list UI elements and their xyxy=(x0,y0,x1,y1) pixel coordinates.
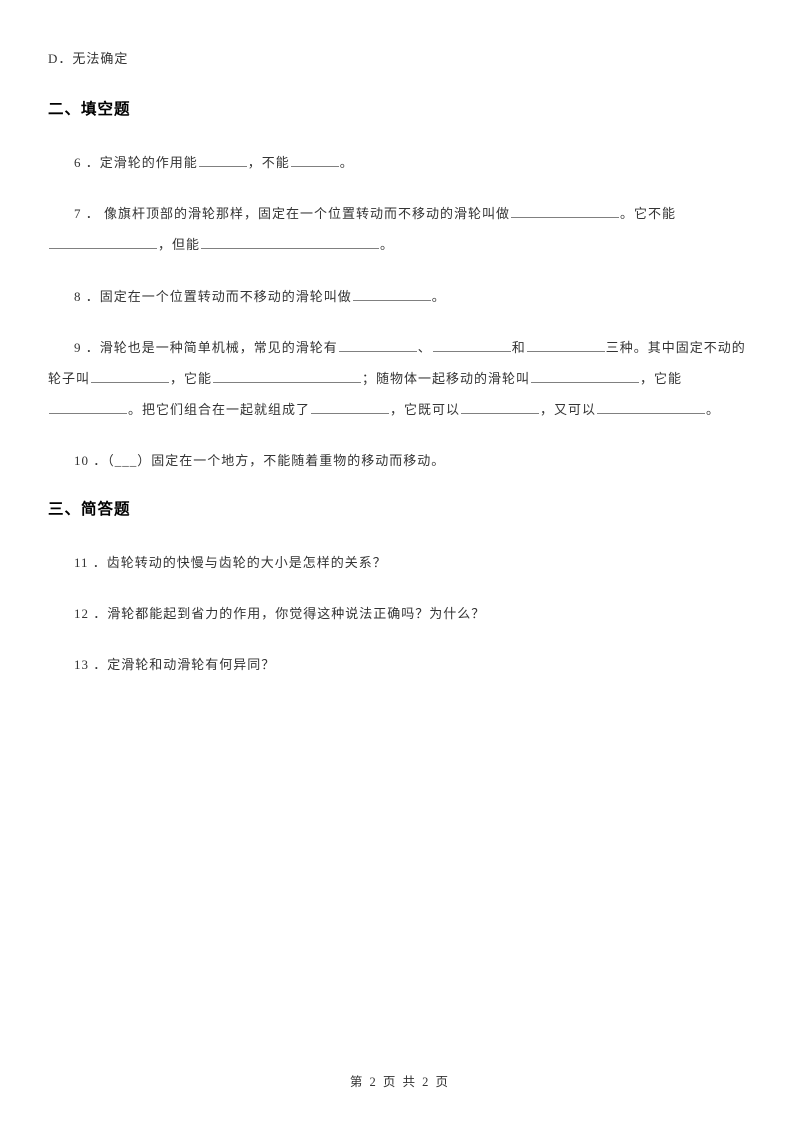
blank xyxy=(291,155,339,167)
blank xyxy=(201,238,379,250)
q9-text-h: ，它能 xyxy=(640,371,682,386)
blank xyxy=(311,402,389,414)
question-11: 11 ．齿轮转动的快慢与齿轮的大小是怎样的关系？ xyxy=(48,547,752,578)
q7-text-a: 7 ． 像旗杆顶部的滑轮那样，固定在一个位置转动而不移动的滑轮叫做 xyxy=(74,206,510,221)
q6-text-a: 6 ．定滑轮的作用能 xyxy=(74,155,198,170)
q9-text-a: 9 ．滑轮也是一种简单机械，常见的滑轮有 xyxy=(74,340,338,355)
blank xyxy=(213,371,361,383)
q9-text-f: ，它能 xyxy=(170,371,212,386)
question-8: 8 ．固定在一个位置转动而不移动的滑轮叫做 。 xyxy=(48,281,752,312)
question-13: 13 ．定滑轮和动滑轮有何异同？ xyxy=(48,649,752,680)
q8-text-b: 。 xyxy=(432,289,446,304)
q9-text-i: 。把它们组合在一起就组成了 xyxy=(128,402,310,417)
section-2-heading: 二、填空题 xyxy=(48,97,752,119)
blank xyxy=(527,340,605,352)
blank xyxy=(597,402,705,414)
option-d: D．无法确定 xyxy=(48,48,752,67)
q6-text-b: ，不能 xyxy=(248,155,290,170)
q7-text-d: 。 xyxy=(380,237,394,252)
blank xyxy=(353,289,431,301)
blank xyxy=(461,402,539,414)
blank xyxy=(91,371,169,383)
question-12: 12 ．滑轮都能起到省力的作用，你觉得这种说法正确吗？为什么？ xyxy=(48,598,752,629)
q9-text-j: ，它既可以 xyxy=(390,402,460,417)
blank xyxy=(339,340,417,352)
blank xyxy=(199,155,247,167)
page-content: D．无法确定 二、填空题 6 ．定滑轮的作用能，不能。 7 ． 像旗杆顶部的滑轮… xyxy=(0,0,800,680)
q9-text-k: ，又可以 xyxy=(540,402,596,417)
q7-text-b: 。它不能 xyxy=(620,206,676,221)
section-3-heading: 三、简答题 xyxy=(48,497,752,519)
question-10: 10 ．（___）固定在一个地方，不能随着重物的移动而移动。 xyxy=(48,445,752,476)
q9-text-d: 三种。其中固定不动的 xyxy=(606,340,746,355)
blank xyxy=(49,238,157,250)
question-6: 6 ．定滑轮的作用能 ，不能 。 xyxy=(48,147,752,178)
blank xyxy=(433,340,511,352)
blank xyxy=(49,402,127,414)
q8-text-a: 8 ．固定在一个位置转动而不移动的滑轮叫做 xyxy=(74,289,352,304)
q9-text-e: 轮子叫 xyxy=(48,371,90,386)
q7-text-c: ，但能 xyxy=(158,237,200,252)
question-9: 9 ．滑轮也是一种简单机械，常见的滑轮有 、 和 三种。其中固定不动的 轮子叫 ，它能 ；… xyxy=(48,332,752,426)
page-footer: 第 2 页 共 2 页 xyxy=(0,1071,800,1090)
q9-text-c: 和 xyxy=(512,340,526,355)
blank xyxy=(531,371,639,383)
question-7: 7 ． 像旗杆顶部的滑轮那样，固定在一个位置转动而不移动的滑轮叫做 。它不能 ，但… xyxy=(48,198,752,260)
q9-text-l: 。 xyxy=(706,402,720,417)
blank xyxy=(511,207,619,219)
q9-text-b: 、 xyxy=(418,340,432,355)
q9-text-g: ；随物体一起移动的滑轮叫 xyxy=(362,371,530,386)
q6-text-c: 。 xyxy=(340,155,354,170)
